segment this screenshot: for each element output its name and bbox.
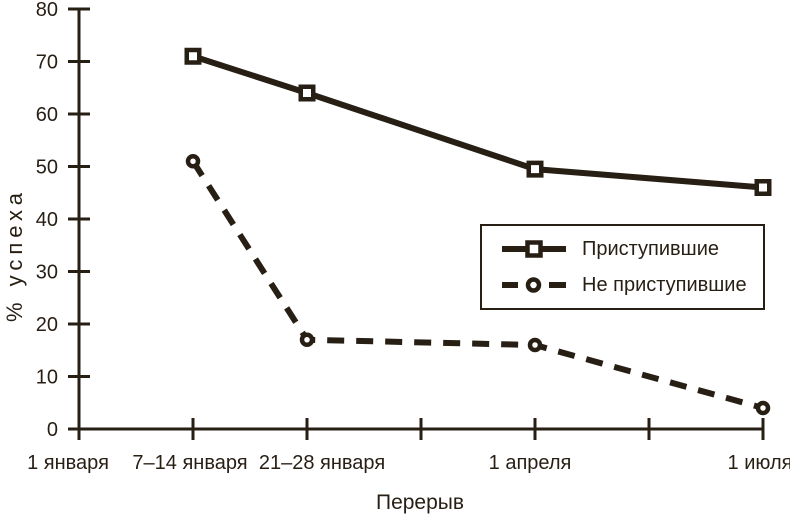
y-tick-label: 80 <box>36 0 58 21</box>
x-tick-label: 21–28 января <box>259 452 385 474</box>
data-point-square-marker <box>526 160 544 178</box>
x-tick-label: 7–14 января <box>132 452 247 474</box>
data-point-circle-marker <box>527 337 543 353</box>
y-tick-label: 30 <box>36 262 58 284</box>
legend-item-not-started: Не приступившие <box>502 274 763 297</box>
x-tick-label: 1 января <box>27 452 109 474</box>
legend-label-started: Приступившие <box>582 237 720 260</box>
y-tick-label: 20 <box>36 314 58 336</box>
data-point-circle-marker <box>755 400 771 416</box>
solid-line-square-swatch-icon <box>502 240 566 258</box>
y-tick-label: 70 <box>36 52 58 74</box>
y-tick-label: 50 <box>36 157 58 179</box>
data-point-square-marker <box>184 47 202 65</box>
data-point-circle-marker <box>185 154 201 169</box>
data-point-square-marker <box>754 179 772 196</box>
x-tick-label: 1 июля <box>728 452 790 474</box>
x-tick-label: 1 апреля <box>489 452 572 474</box>
y-tick-label: 10 <box>36 367 58 389</box>
y-axis-title: % успеха <box>2 187 27 323</box>
data-point-circle-marker <box>299 332 315 347</box>
series-line-0 <box>192 53 764 191</box>
x-axis-title: Перерыв <box>375 491 465 514</box>
legend-item-started: Приступившие <box>502 238 763 261</box>
series-line-1 <box>190 159 764 411</box>
data-point-square-marker <box>298 84 316 102</box>
legend: Приступившие Не приступившие <box>480 224 765 310</box>
legend-label-not-started: Не приступившие <box>582 273 747 296</box>
y-tick-label: 60 <box>36 104 58 126</box>
y-tick-label: 0 <box>47 419 58 441</box>
y-tick-label: 40 <box>36 209 58 231</box>
dashed-line-circle-swatch-icon <box>502 277 566 293</box>
